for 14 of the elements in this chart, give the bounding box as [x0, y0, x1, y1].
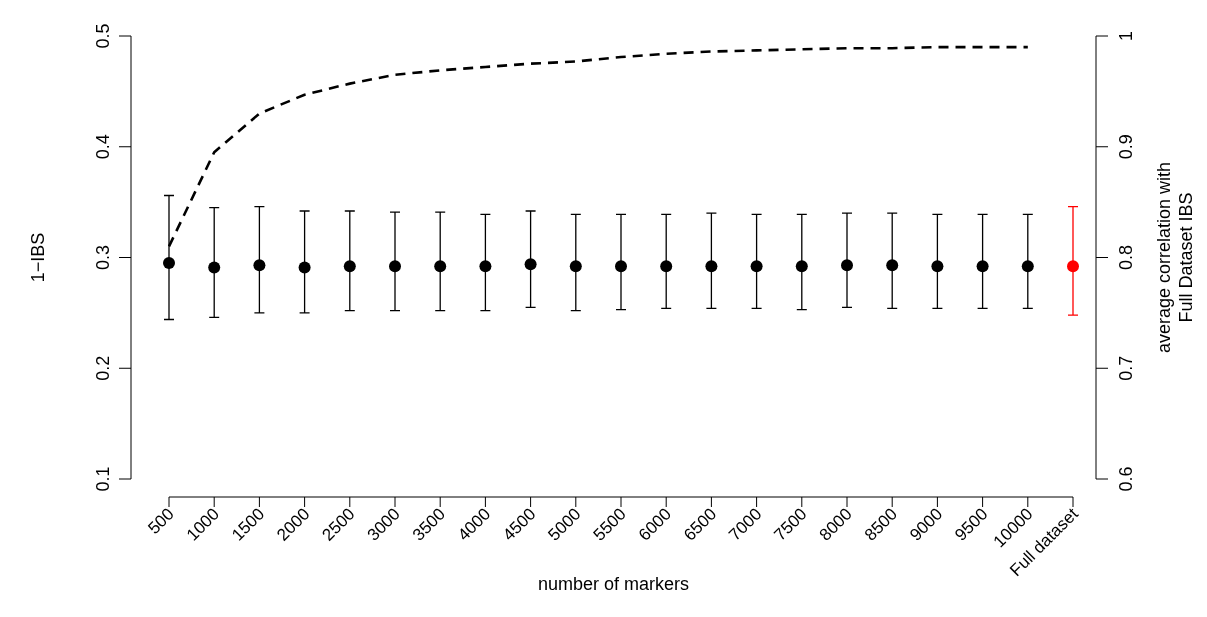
y-tick-label: 0.3 [93, 244, 113, 271]
y2-axis-title: average correlation with Full Dataset IBS [1154, 161, 1196, 354]
y2-tick-label: 0.7 [1116, 355, 1136, 381]
y-tick-label: 0.4 [93, 134, 113, 160]
y2-tick-label: 0.9 [1116, 134, 1136, 160]
y2-tick-label: 0.6 [1116, 466, 1136, 492]
y-tick-label: 0.1 [93, 466, 113, 492]
y2-tick-label: 1 [1116, 30, 1136, 42]
x-tick-label: 500 [144, 504, 178, 538]
y-tick-label: 0.5 [93, 23, 113, 49]
y-tick-label: 0.2 [93, 355, 113, 381]
x-axis-title: number of markers [537, 574, 690, 594]
y-axis-title: 1−IBS [28, 232, 48, 283]
y2-tick-label: 0.8 [1116, 244, 1136, 271]
